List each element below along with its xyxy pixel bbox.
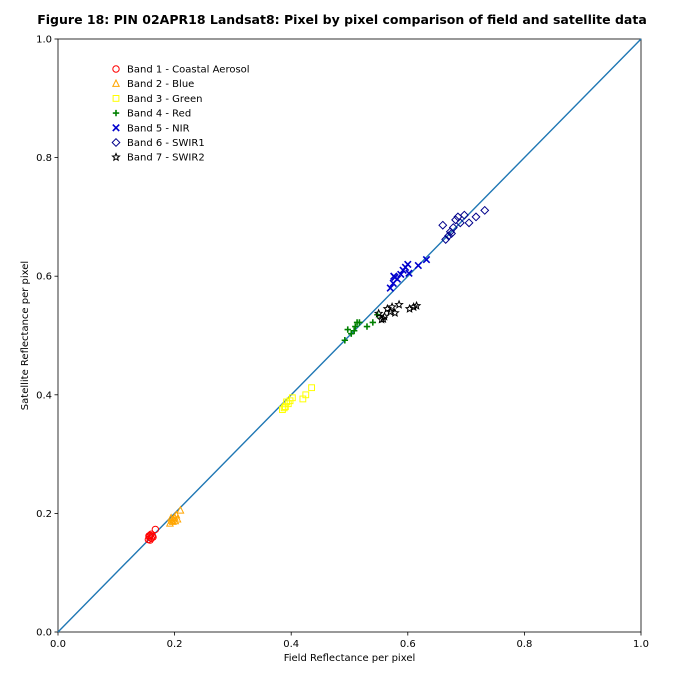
data-point [480,205,490,215]
series-1 [144,525,160,544]
data-point [378,313,389,323]
legend-label: Band 1 - Coastal Aerosol [127,65,250,76]
data-point [147,530,155,538]
data-point [111,152,121,162]
y-axis-label: Satellite Reflectance per pixel [20,261,31,410]
data-point [408,302,419,312]
y-tick-label: 0.4 [36,390,52,401]
data-point [341,337,349,344]
series-7 [373,299,422,324]
legend: Band 1 - Coastal Aerosol Band 2 - Blue Ban… [111,65,250,164]
one-to-one-line [57,38,642,633]
chart-title: Figure 18: PIN 02APR18 Landsat8: Pixel b… [37,12,647,27]
data-point [363,323,371,330]
data-point [111,78,121,87]
data-point [145,532,153,540]
data-point [167,513,176,522]
data-point [447,228,457,239]
data-point [171,516,180,525]
series-5 [386,255,431,292]
plot-area: 0.0 0.2 0.4 0.6 0.8 1.0 0.0 0.2 0.4 0.6 0.8 1.0 Band… [36,35,649,651]
data-point [387,302,397,312]
legend-label: Band 7 - SWIR2 [127,153,205,164]
data-point [369,319,377,326]
data-point [111,137,121,148]
data-point [441,234,451,244]
data-point [405,269,413,278]
series-6 [438,205,490,244]
legend-label: Band 2 - Blue [127,79,194,90]
y-tick-label: 0.6 [36,272,52,283]
data-point [373,308,384,318]
data-point [302,391,310,399]
data-point [386,284,395,292]
data-point [394,299,404,309]
data-point [404,260,412,269]
x-tick-label: 0.6 [400,639,416,650]
series-2 [165,505,185,527]
x-tick-label: 0.0 [50,639,66,650]
data-point [451,215,461,225]
legend-label: Band 5 - NIR [127,123,190,134]
data-point [170,512,179,521]
data-point [422,255,431,264]
x-axis-label: Field Reflectance per pixel [284,653,416,664]
data-point [112,124,120,132]
data-point [352,323,359,330]
data-point [455,218,465,228]
data-point [471,212,481,222]
data-point [280,404,288,412]
data-point [151,525,160,534]
data-point [176,505,185,514]
data-point [379,311,390,321]
y-tick-label: 1.0 [36,35,52,46]
data-point [112,65,120,73]
legend-label: Band 4 - Red [127,109,191,120]
y-tick-label: 0.8 [36,153,52,164]
data-point [390,307,400,318]
data-point [356,319,363,326]
y-tick-label: 0.2 [36,509,52,520]
data-point [112,95,120,102]
data-point [112,109,120,117]
x-tick-label: 1.0 [633,639,649,650]
data-point [344,326,351,333]
legend-label: Band 3 - Green [127,94,202,105]
data-point [411,300,422,310]
data-point [288,394,296,402]
data-point [385,306,396,316]
legend-label: Band 6 - SWIR1 [127,138,205,149]
x-tick-label: 0.4 [283,639,299,650]
data-point [308,384,316,392]
x-tick-label: 0.8 [516,639,532,650]
data-point [397,270,405,279]
data-point [459,210,469,220]
data-point [414,261,423,270]
data-point [350,327,358,334]
axes-frame [57,38,642,633]
y-tick-label: 0.0 [36,628,52,639]
x-tick-label: 0.2 [167,639,183,650]
data-point [464,218,474,228]
data-point [390,272,398,280]
data-point [438,220,448,230]
series-4 [341,311,381,344]
series-3 [279,384,316,414]
